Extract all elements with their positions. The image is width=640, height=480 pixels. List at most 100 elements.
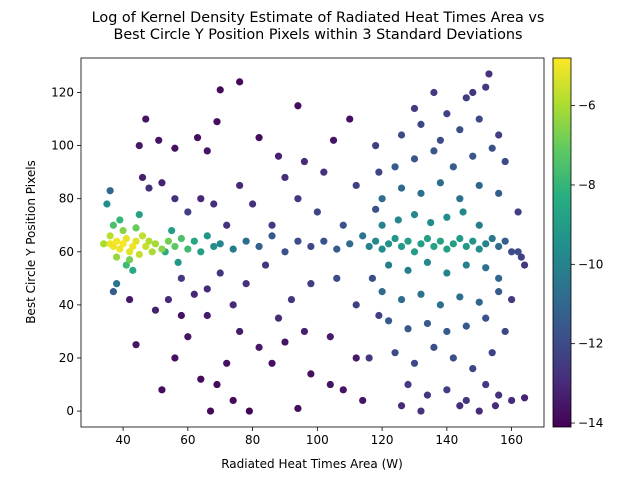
data-point <box>430 242 438 251</box>
data-point <box>210 242 218 251</box>
data-point <box>397 295 406 304</box>
data-point <box>491 402 500 410</box>
data-point <box>436 179 444 187</box>
data-point <box>391 234 399 243</box>
data-point <box>384 240 393 248</box>
data-point <box>346 115 354 123</box>
data-point <box>129 242 137 251</box>
data-point <box>261 261 270 269</box>
data-point <box>375 168 383 176</box>
colorbar: −14 −12 −10 −8 −6 <box>552 57 603 430</box>
data-point <box>475 298 483 306</box>
data-point <box>456 234 464 243</box>
data-point <box>145 184 153 192</box>
data-point <box>119 226 127 235</box>
data-point <box>106 232 114 240</box>
data-point <box>106 187 114 195</box>
y-axis-label: Best Circle Y Position Pixels <box>24 160 38 324</box>
data-point <box>116 216 124 224</box>
data-point <box>151 306 160 314</box>
data-point <box>151 240 160 248</box>
data-point <box>255 242 263 251</box>
data-point <box>339 386 347 394</box>
data-point <box>213 118 221 126</box>
data-point <box>307 370 315 378</box>
data-point <box>417 189 425 197</box>
data-point <box>268 359 276 367</box>
data-point <box>294 237 302 245</box>
data-point <box>274 152 283 160</box>
x-tick-label: 140 <box>435 433 458 447</box>
data-point <box>135 211 143 219</box>
data-point <box>365 354 373 362</box>
data-point <box>475 181 483 190</box>
data-point <box>423 391 432 399</box>
data-point <box>294 195 302 203</box>
data-point <box>495 131 503 139</box>
y-tick-label: 60 <box>59 245 74 259</box>
data-point <box>449 240 457 248</box>
data-point <box>216 86 224 94</box>
data-point <box>326 380 334 389</box>
chart-title: Log of Kernel Density Estimate of Radiat… <box>92 10 545 43</box>
data-point <box>436 237 444 245</box>
data-point <box>206 407 215 415</box>
data-point <box>514 248 522 256</box>
data-point <box>113 253 121 261</box>
data-point <box>203 232 211 240</box>
data-point <box>469 152 477 160</box>
data-point <box>410 211 419 219</box>
data-point <box>482 240 490 248</box>
data-point <box>391 163 399 171</box>
data-point <box>391 349 399 357</box>
data-point <box>397 184 406 192</box>
data-point <box>495 288 503 296</box>
data-point <box>462 261 470 269</box>
data-point <box>443 213 451 221</box>
data-point <box>430 147 438 155</box>
data-point <box>158 179 166 187</box>
y-tick-label: 0 <box>66 404 74 418</box>
data-point <box>245 407 253 415</box>
data-point <box>469 88 477 97</box>
data-point <box>482 83 490 91</box>
data-point <box>177 274 185 282</box>
data-point <box>320 237 328 245</box>
data-point <box>410 359 419 367</box>
data-point <box>210 200 218 208</box>
data-point <box>397 402 406 410</box>
data-point <box>326 333 334 341</box>
data-point <box>508 295 516 304</box>
colorbar-tick-label: −6 <box>578 99 596 113</box>
colorbar-gradient <box>552 57 572 428</box>
data-point <box>423 319 432 328</box>
data-point <box>119 240 127 248</box>
data-point <box>138 173 147 182</box>
data-point <box>475 115 483 123</box>
data-point <box>456 293 464 301</box>
x-tick-label: 60 <box>180 433 195 447</box>
data-point <box>171 195 179 203</box>
data-point <box>469 365 477 373</box>
y-tick-label: 120 <box>51 86 74 100</box>
data-point <box>132 341 140 349</box>
data-point <box>216 269 224 277</box>
data-point <box>138 232 147 240</box>
data-point <box>132 224 140 232</box>
data-point <box>469 237 477 245</box>
data-point <box>294 404 302 413</box>
data-point <box>397 242 406 251</box>
data-point <box>475 221 483 229</box>
data-point <box>333 274 341 282</box>
data-point <box>229 301 237 309</box>
data-point <box>164 237 173 245</box>
data-point <box>462 242 470 251</box>
data-point <box>346 240 354 248</box>
data-point <box>148 248 156 256</box>
data-point <box>495 391 503 399</box>
data-point <box>410 248 419 256</box>
data-point <box>103 200 111 208</box>
data-point <box>274 314 283 322</box>
data-point <box>281 248 289 256</box>
data-point <box>229 396 237 405</box>
